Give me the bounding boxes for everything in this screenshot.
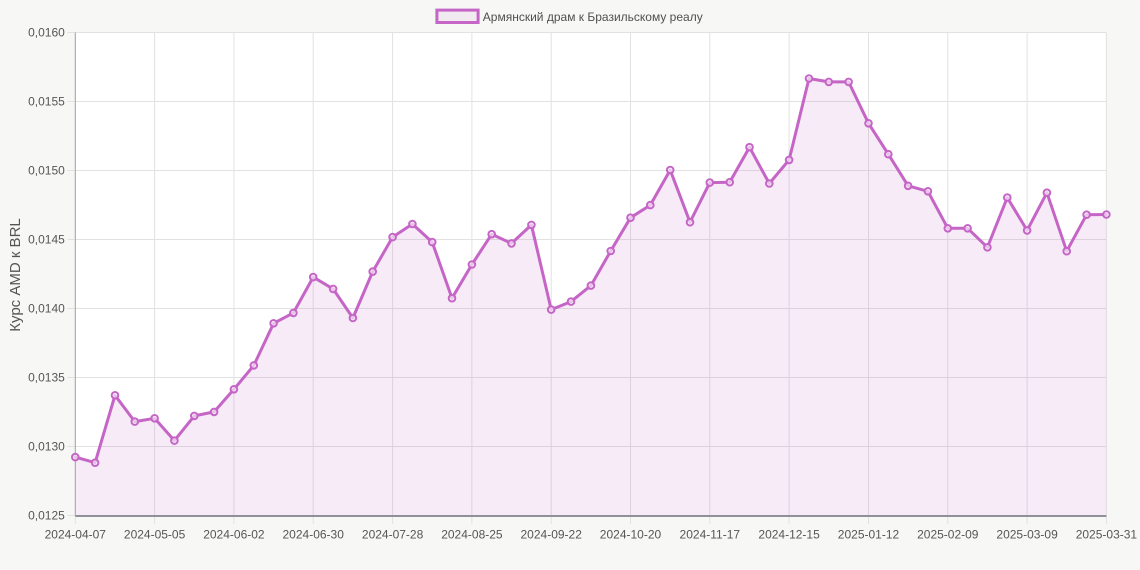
svg-text:2024-10-20: 2024-10-20 bbox=[600, 528, 662, 542]
svg-text:2024-11-17: 2024-11-17 bbox=[680, 528, 741, 542]
svg-text:Армянский драм к Бразильскому: Армянский драм к Бразильскому реалу bbox=[483, 10, 703, 24]
svg-text:0,0145: 0,0145 bbox=[28, 233, 65, 247]
svg-text:2024-04-07: 2024-04-07 bbox=[45, 528, 107, 542]
svg-text:0,0160: 0,0160 bbox=[28, 26, 65, 40]
svg-text:2024-05-05: 2024-05-05 bbox=[124, 528, 186, 542]
svg-text:2024-08-25: 2024-08-25 bbox=[441, 528, 503, 542]
svg-text:2024-06-30: 2024-06-30 bbox=[283, 528, 345, 542]
svg-text:0,0150: 0,0150 bbox=[28, 164, 65, 178]
svg-text:2024-07-28: 2024-07-28 bbox=[362, 528, 424, 542]
svg-text:2024-12-15: 2024-12-15 bbox=[758, 528, 820, 542]
svg-text:0,0125: 0,0125 bbox=[28, 509, 65, 523]
svg-text:2025-03-31: 2025-03-31 bbox=[1076, 528, 1138, 542]
svg-text:2025-02-09: 2025-02-09 bbox=[917, 528, 979, 542]
svg-text:Курс AMD к BRL: Курс AMD к BRL bbox=[7, 218, 24, 332]
svg-text:0,0130: 0,0130 bbox=[28, 440, 65, 454]
svg-text:0,0140: 0,0140 bbox=[28, 302, 65, 316]
svg-text:2024-09-22: 2024-09-22 bbox=[521, 528, 583, 542]
svg-text:2024-06-02: 2024-06-02 bbox=[203, 528, 265, 542]
svg-text:0,0155: 0,0155 bbox=[28, 95, 65, 109]
svg-text:0,0135: 0,0135 bbox=[28, 371, 65, 385]
svg-text:2025-03-09: 2025-03-09 bbox=[996, 528, 1058, 542]
svg-text:2025-01-12: 2025-01-12 bbox=[838, 528, 900, 542]
